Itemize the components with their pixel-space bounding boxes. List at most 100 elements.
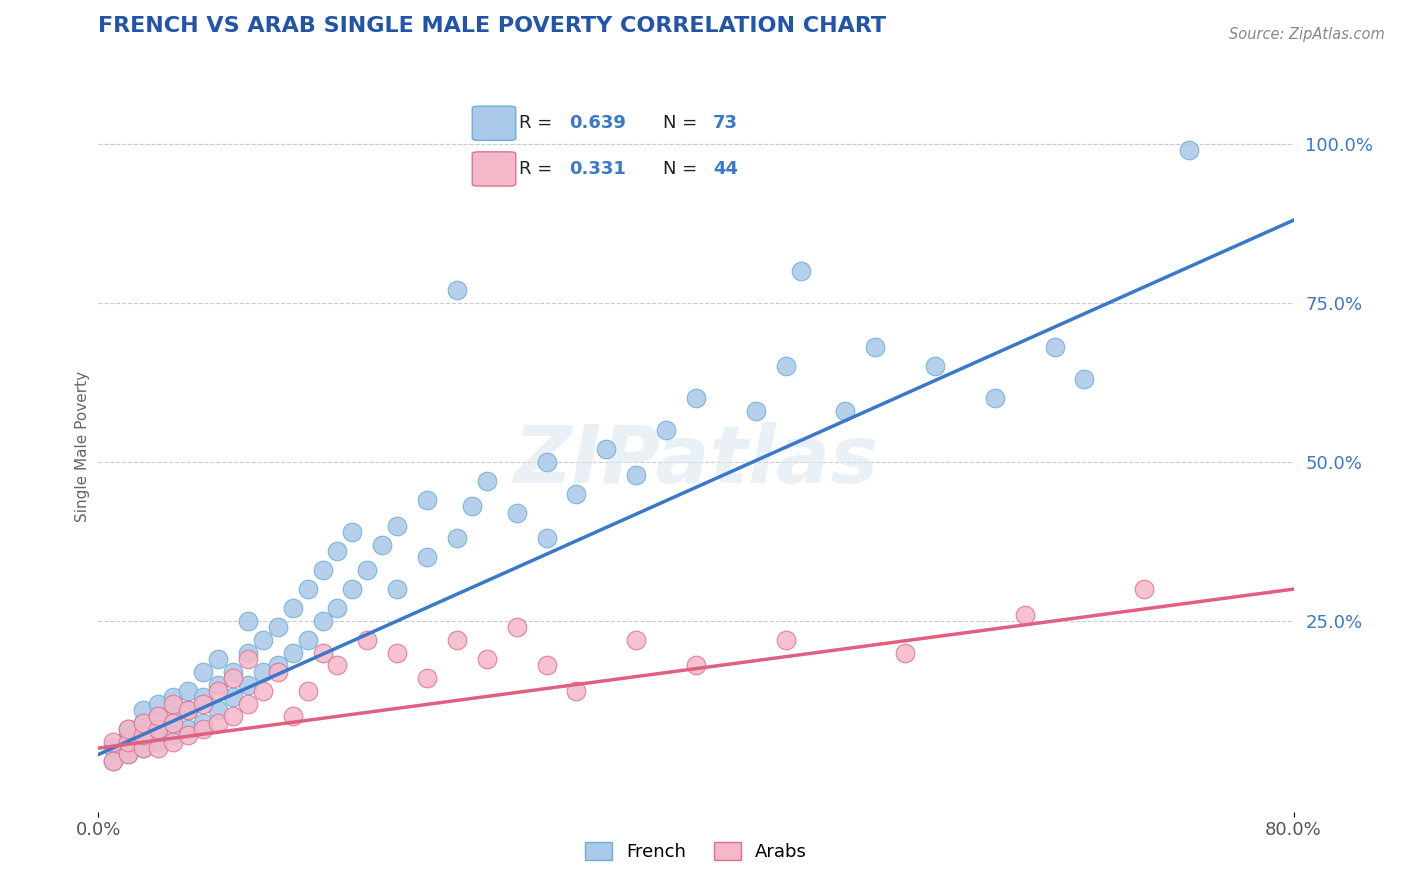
Point bbox=[191, 690, 214, 705]
Point bbox=[207, 652, 229, 666]
Point bbox=[626, 467, 648, 482]
Point bbox=[1073, 372, 1095, 386]
Point bbox=[191, 722, 214, 736]
Point bbox=[207, 677, 229, 691]
Text: FRENCH VS ARAB SINGLE MALE POVERTY CORRELATION CHART: FRENCH VS ARAB SINGLE MALE POVERTY CORRE… bbox=[98, 16, 887, 37]
Point bbox=[117, 722, 139, 736]
Point bbox=[311, 563, 333, 577]
Point bbox=[775, 632, 797, 647]
Point bbox=[267, 665, 290, 679]
Point bbox=[117, 747, 139, 762]
Point bbox=[984, 392, 1007, 406]
Point bbox=[371, 538, 394, 552]
Point bbox=[222, 690, 245, 705]
Point bbox=[177, 728, 200, 742]
Point bbox=[222, 665, 245, 679]
Point bbox=[506, 506, 529, 520]
Point bbox=[222, 671, 245, 685]
Point bbox=[148, 709, 170, 723]
Point bbox=[191, 665, 214, 679]
Point bbox=[536, 531, 558, 545]
Point bbox=[117, 747, 139, 762]
Point bbox=[685, 392, 707, 406]
Point bbox=[834, 404, 856, 418]
Point bbox=[446, 283, 468, 297]
Point bbox=[117, 722, 139, 736]
Y-axis label: Single Male Poverty: Single Male Poverty bbox=[75, 370, 90, 522]
Point bbox=[894, 646, 917, 660]
Point bbox=[385, 518, 409, 533]
Point bbox=[356, 563, 378, 577]
Point bbox=[267, 658, 290, 673]
Point bbox=[789, 264, 811, 278]
Point bbox=[148, 709, 170, 723]
Point bbox=[252, 632, 274, 647]
Point bbox=[132, 741, 155, 756]
Point bbox=[162, 728, 184, 742]
Point bbox=[207, 684, 229, 698]
Point bbox=[252, 665, 274, 679]
Point bbox=[177, 703, 200, 717]
Point bbox=[177, 722, 200, 736]
Point bbox=[207, 703, 229, 717]
Point bbox=[148, 735, 170, 749]
Point bbox=[222, 709, 245, 723]
Point bbox=[385, 582, 409, 596]
Point bbox=[162, 697, 184, 711]
Point bbox=[103, 754, 125, 768]
Point bbox=[117, 735, 139, 749]
Point bbox=[177, 703, 200, 717]
Point bbox=[252, 684, 274, 698]
Point bbox=[385, 646, 409, 660]
Point bbox=[281, 601, 304, 615]
Point bbox=[475, 652, 498, 666]
Point bbox=[446, 531, 468, 545]
Point bbox=[416, 493, 439, 508]
Point bbox=[132, 741, 155, 756]
Point bbox=[132, 703, 155, 717]
Point bbox=[236, 697, 259, 711]
Point bbox=[865, 340, 887, 354]
Point bbox=[326, 601, 349, 615]
Point bbox=[461, 500, 484, 514]
Point bbox=[191, 697, 214, 711]
Point bbox=[103, 735, 125, 749]
Point bbox=[595, 442, 617, 457]
Point bbox=[626, 632, 648, 647]
Point bbox=[236, 614, 259, 628]
Point bbox=[236, 677, 259, 691]
Point bbox=[1178, 143, 1201, 157]
Point bbox=[103, 741, 125, 756]
Point bbox=[148, 722, 170, 736]
Point bbox=[475, 474, 498, 488]
Point bbox=[506, 620, 529, 634]
Point bbox=[565, 486, 588, 500]
Point bbox=[132, 728, 155, 742]
Point bbox=[536, 455, 558, 469]
Point bbox=[117, 728, 139, 742]
Point bbox=[311, 646, 333, 660]
Point bbox=[1014, 607, 1036, 622]
Point bbox=[207, 715, 229, 730]
Point bbox=[326, 658, 349, 673]
Point bbox=[162, 690, 184, 705]
Point bbox=[297, 632, 319, 647]
Point bbox=[191, 715, 214, 730]
Point bbox=[416, 550, 439, 565]
Point bbox=[267, 620, 290, 634]
Point bbox=[162, 715, 184, 730]
Point bbox=[416, 671, 439, 685]
Point bbox=[1133, 582, 1156, 596]
Point bbox=[446, 632, 468, 647]
Point bbox=[685, 658, 707, 673]
Point bbox=[132, 728, 155, 742]
Point bbox=[132, 715, 155, 730]
Point bbox=[342, 524, 364, 539]
Text: ZIPatlas: ZIPatlas bbox=[513, 422, 879, 500]
Point bbox=[356, 632, 378, 647]
Point bbox=[148, 697, 170, 711]
Legend: French, Arabs: French, Arabs bbox=[578, 835, 814, 869]
Point bbox=[132, 715, 155, 730]
Point bbox=[148, 722, 170, 736]
Point bbox=[162, 709, 184, 723]
